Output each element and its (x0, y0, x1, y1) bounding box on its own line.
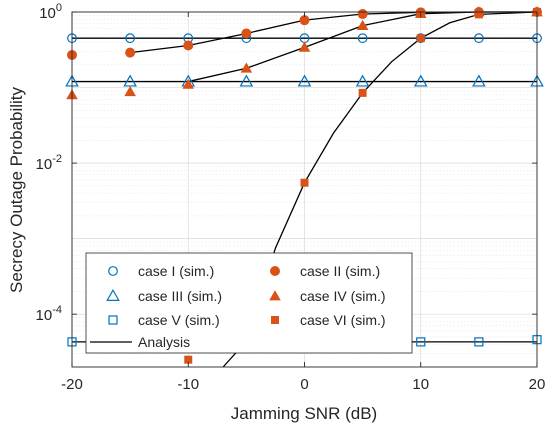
data-point (299, 15, 310, 26)
data-point (357, 33, 368, 44)
data-point (241, 28, 252, 39)
data-point (182, 78, 195, 89)
legend-entry-analysis: Analysis (90, 334, 190, 350)
data-point (358, 88, 367, 97)
data-point (416, 34, 425, 43)
legend-symbol (108, 315, 118, 325)
data-point (298, 41, 311, 52)
legend-entry-case-v: case V (sim.) (108, 312, 220, 328)
legend-marker-case-i (108, 266, 118, 276)
y-tick-exponent: 0 (56, 2, 62, 14)
data-point (416, 337, 426, 347)
legend-label-case-iii: case III (sim.) (138, 288, 222, 304)
data-point (124, 85, 136, 97)
legend-entry-case-i: case I (sim.) (108, 263, 214, 279)
x-tick-label: 20 (529, 376, 546, 393)
y-tick-exponent: -4 (52, 304, 62, 316)
legend-marker-case-vi (271, 316, 279, 324)
x-tick-label: 10 (412, 376, 429, 393)
y-tick-label: 10-2 (36, 153, 62, 173)
y-tick-base: 10 (36, 156, 53, 173)
x-tick-labels: -20 -10 0 10 20 (61, 376, 545, 393)
y-axis-label: Secrecy Outage Probability (7, 87, 26, 293)
y-tick-exponent: -2 (52, 153, 62, 165)
data-point (355, 74, 370, 87)
legend-symbol (270, 266, 280, 276)
legend-entry-case-iv: case IV (sim.) (269, 288, 386, 304)
data-point (123, 74, 137, 87)
legend-entry-case-ii: case II (sim.) (270, 263, 380, 279)
data-point (297, 74, 312, 87)
data-point (125, 33, 136, 44)
data-point (472, 74, 486, 87)
data-point (183, 40, 194, 51)
data-point (415, 33, 426, 44)
legend-entry-case-iii: case III (sim.) (106, 288, 222, 304)
legend-label-case-v: case V (sim.) (138, 312, 220, 328)
legend-marker-case-iv (269, 290, 281, 301)
legend-symbol (269, 290, 281, 301)
y-tick-label: 100 (39, 2, 62, 22)
legend-label-case-ii: case II (sim.) (300, 263, 380, 279)
data-point (474, 337, 484, 347)
legend-symbol (271, 316, 279, 324)
y-tick-base: 10 (36, 307, 53, 324)
data-point (473, 33, 484, 44)
legend-marker-case-v (108, 315, 118, 325)
x-tick-label: 0 (300, 376, 308, 393)
data-point (474, 10, 483, 19)
legend-marker-case-iii (106, 288, 120, 301)
legend-label-case-vi: case VI (sim.) (300, 312, 386, 328)
x-tick-label: -20 (61, 376, 83, 393)
y-tick-label: 10-4 (36, 304, 62, 324)
legend-symbol (108, 266, 118, 276)
data-point (356, 19, 369, 30)
data-point (413, 74, 428, 87)
legend-label-case-i: case I (sim.) (138, 263, 214, 279)
data-point (357, 9, 368, 20)
data-point (125, 47, 136, 58)
legend-box (85, 252, 413, 354)
data-point (239, 74, 254, 87)
x-tick-label: -10 (177, 376, 199, 393)
legend-label-case-iv: case IV (sim.) (300, 288, 386, 304)
legend-symbol (106, 288, 120, 301)
y-tick-base: 10 (39, 5, 56, 22)
axes-frame (71, 11, 538, 368)
legend-label-analysis: Analysis (138, 334, 190, 350)
data-point (240, 62, 253, 73)
legend-marker-case-ii (270, 266, 280, 276)
legend-entry-case-vi: case VI (sim.) (271, 312, 386, 328)
legend: case I (sim.) case II (sim.) case III (s… (85, 252, 413, 354)
data-point (300, 178, 309, 187)
data-point (184, 355, 193, 364)
x-axis-label: Jamming SNR (dB) (231, 404, 377, 423)
